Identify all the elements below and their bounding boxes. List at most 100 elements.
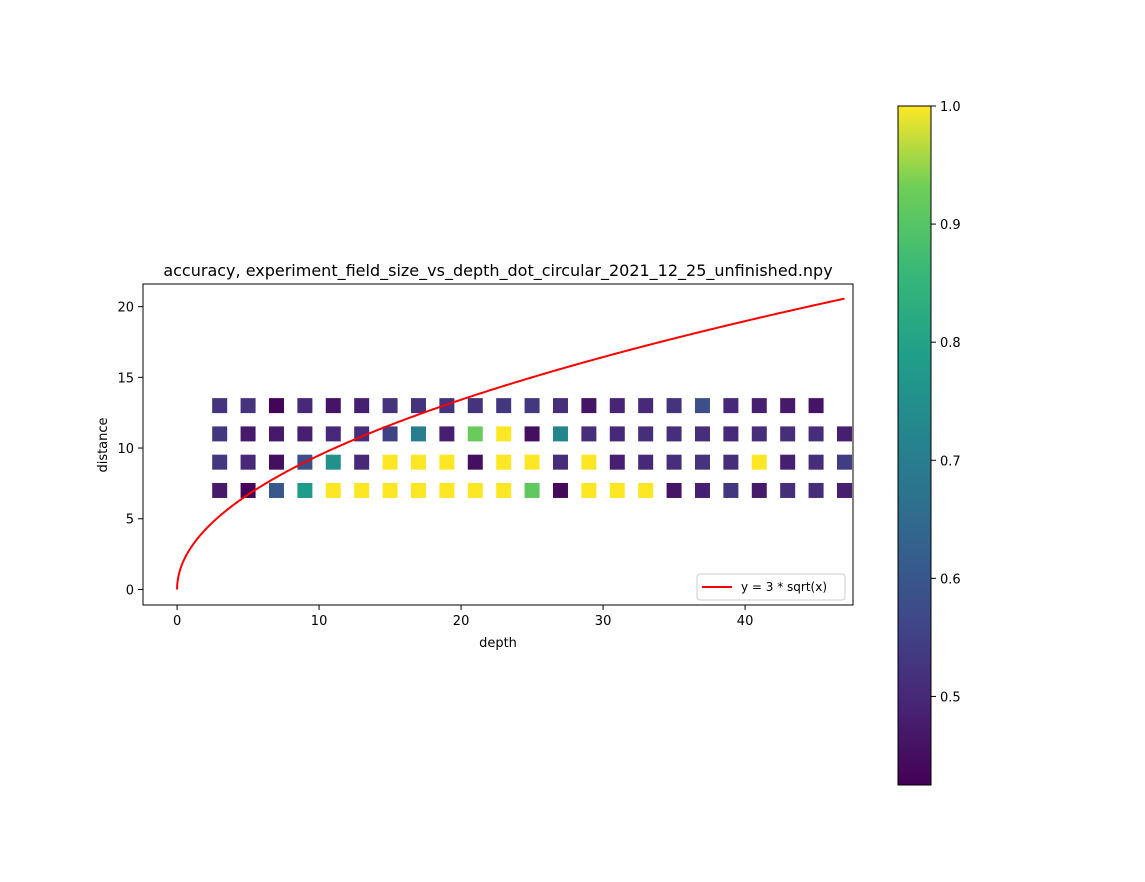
heatmap-cell bbox=[410, 482, 426, 498]
heatmap-cell bbox=[666, 398, 682, 414]
heatmap-cell bbox=[354, 398, 370, 414]
heatmap-cell bbox=[467, 398, 483, 414]
colorbar-ticks: 0.5 0.6 0.7 0.8 0.9 1.0 bbox=[931, 100, 961, 705]
heatmap-cell bbox=[581, 454, 597, 470]
heatmap-cell bbox=[780, 482, 796, 498]
heatmap-cell bbox=[382, 482, 398, 498]
heatmap-cell bbox=[382, 426, 398, 442]
heatmap-cell bbox=[212, 482, 228, 498]
heatmap-cell bbox=[836, 454, 852, 470]
heatmap-cell bbox=[240, 398, 256, 414]
heatmap-cell bbox=[694, 426, 710, 442]
colorbar-gradient bbox=[897, 105, 932, 786]
heatmap-cell bbox=[666, 454, 682, 470]
heatmap-cell bbox=[581, 426, 597, 442]
heatmap-cell bbox=[467, 426, 483, 442]
heatmap-cell bbox=[723, 398, 739, 414]
x-tick-label: 10 bbox=[311, 614, 328, 629]
heatmap-cell bbox=[212, 426, 228, 442]
heatmap-cell bbox=[808, 454, 824, 470]
colorbar-tick-label: 0.9 bbox=[940, 218, 961, 233]
heatmap-cell bbox=[723, 426, 739, 442]
heatmap-cell bbox=[808, 482, 824, 498]
heatmap-cell bbox=[496, 426, 512, 442]
heatmap-cell bbox=[638, 482, 654, 498]
heatmap-cell bbox=[496, 482, 512, 498]
heatmap-cell bbox=[410, 454, 426, 470]
heatmap-cell bbox=[609, 482, 625, 498]
heatmap-cell bbox=[780, 398, 796, 414]
heatmap-cell bbox=[638, 398, 654, 414]
heatmap-cell bbox=[410, 426, 426, 442]
legend-box bbox=[696, 573, 846, 601]
heatmap-cell bbox=[268, 426, 284, 442]
curve-layer bbox=[176, 297, 845, 590]
heatmap-cell bbox=[751, 426, 767, 442]
heatmap-cell bbox=[240, 482, 256, 498]
x-axis-label: depth bbox=[479, 636, 517, 651]
heatmap-cell bbox=[325, 454, 341, 470]
heatmap-cell bbox=[496, 454, 512, 470]
heatmap-cell bbox=[552, 426, 568, 442]
heatmap-cell bbox=[836, 426, 852, 442]
x-tick-label: 30 bbox=[595, 614, 612, 629]
colorbar-tick-label: 0.6 bbox=[940, 572, 961, 587]
chart-title: accuracy, experiment_field_size_vs_depth… bbox=[163, 261, 832, 281]
plot-frame bbox=[142, 283, 854, 606]
heatmap-cell bbox=[808, 426, 824, 442]
colorbar-tick-label: 0.5 bbox=[940, 690, 961, 705]
y-axis-label: distance bbox=[96, 417, 111, 472]
heatmap-cell bbox=[552, 454, 568, 470]
y-tick-label: 10 bbox=[117, 442, 134, 457]
heatmap-cell bbox=[694, 454, 710, 470]
heatmap-cell bbox=[439, 398, 455, 414]
heatmap-cell bbox=[467, 454, 483, 470]
heatmap-cell bbox=[552, 482, 568, 498]
heatmap-cell bbox=[723, 482, 739, 498]
heatmap-cell bbox=[751, 454, 767, 470]
heatmap-cell bbox=[382, 398, 398, 414]
heatmap-cell bbox=[212, 454, 228, 470]
legend-label: y = 3 * sqrt(x) bbox=[741, 580, 827, 594]
heatmap-cell bbox=[268, 398, 284, 414]
heatmap-cell bbox=[496, 398, 512, 414]
heatmap-cell bbox=[325, 426, 341, 442]
heatmap-cell bbox=[354, 454, 370, 470]
heatmap-cell bbox=[694, 398, 710, 414]
heatmap-cell bbox=[240, 454, 256, 470]
heatmap-cell bbox=[439, 454, 455, 470]
heatmap-cell bbox=[609, 398, 625, 414]
heatmap-cell bbox=[325, 482, 341, 498]
heatmap-cell bbox=[723, 454, 739, 470]
heatmap-cell bbox=[666, 426, 682, 442]
legend: y = 3 * sqrt(x) bbox=[696, 573, 846, 601]
heatmap-cell bbox=[751, 482, 767, 498]
y-tick-label: 0 bbox=[126, 583, 134, 598]
heatmap-cell bbox=[268, 482, 284, 498]
heatmap-cell bbox=[808, 398, 824, 414]
sqrt-curve bbox=[176, 297, 845, 590]
heatmap-cell bbox=[581, 398, 597, 414]
y-tick-label: 15 bbox=[117, 371, 134, 386]
colorbar-tick-label: 0.8 bbox=[940, 336, 961, 351]
x-tick-label: 40 bbox=[737, 614, 754, 629]
x-axis: 0 10 20 30 40 bbox=[173, 605, 753, 629]
heatmap-cell bbox=[297, 398, 313, 414]
x-tick-label: 20 bbox=[453, 614, 470, 629]
heatmap-cell bbox=[638, 454, 654, 470]
heatmap-cell bbox=[297, 482, 313, 498]
heatmap-cell bbox=[751, 398, 767, 414]
heatmap-cells bbox=[212, 398, 852, 498]
heatmap-cell bbox=[382, 454, 398, 470]
heatmap-cell bbox=[524, 482, 540, 498]
heatmap-cell bbox=[439, 426, 455, 442]
heatmap-cell bbox=[467, 482, 483, 498]
heatmap-cell bbox=[666, 482, 682, 498]
heatmap-cell bbox=[694, 482, 710, 498]
heatmap-cell bbox=[268, 454, 284, 470]
colorbar-tick-label: 0.7 bbox=[940, 454, 961, 469]
heatmap-cell bbox=[524, 398, 540, 414]
heatmap-cell bbox=[325, 398, 341, 414]
heatmap-cell bbox=[524, 454, 540, 470]
